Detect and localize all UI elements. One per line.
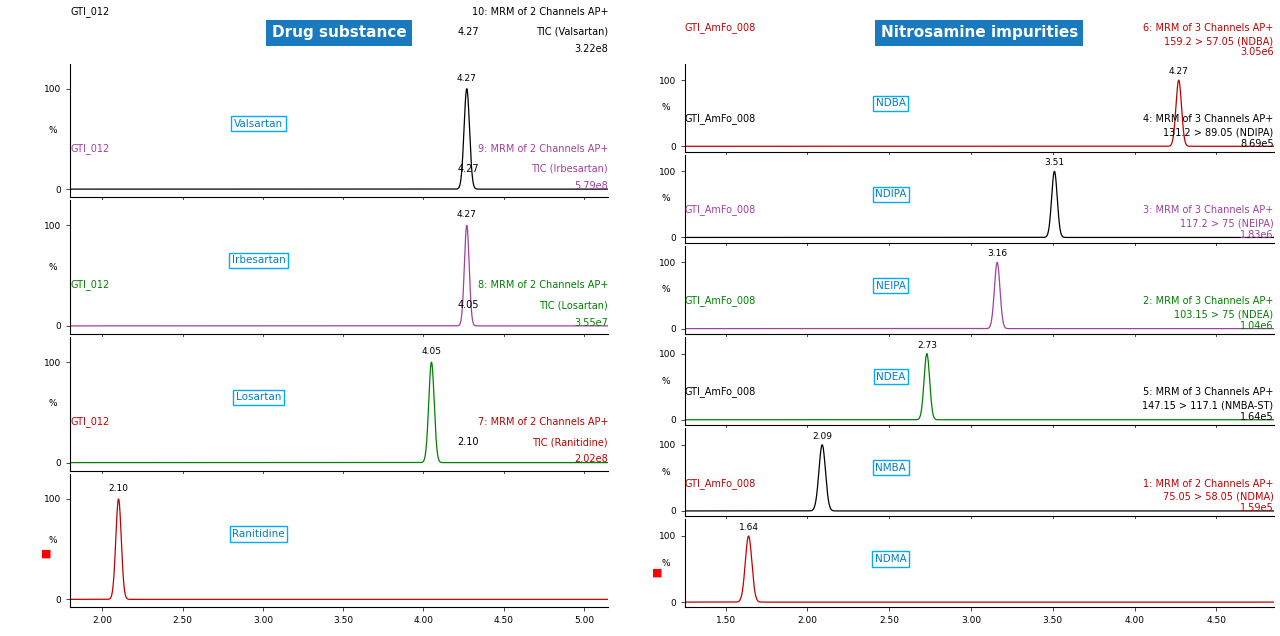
Text: 10: MRM of 2 Channels AP+: 10: MRM of 2 Channels AP+ — [471, 7, 608, 17]
Text: %: % — [49, 536, 58, 545]
Text: 4.27: 4.27 — [457, 211, 476, 219]
Text: %: % — [662, 103, 671, 112]
Text: %: % — [662, 559, 671, 568]
Text: %: % — [662, 467, 671, 477]
Text: NDIPA: NDIPA — [876, 190, 906, 199]
Text: 2.10: 2.10 — [457, 437, 479, 447]
Text: 1.64e5: 1.64e5 — [1240, 412, 1274, 422]
Text: TIC (Irbesartan): TIC (Irbesartan) — [531, 163, 608, 174]
Text: TIC (Valsartan): TIC (Valsartan) — [536, 27, 608, 37]
Text: 1.04e6: 1.04e6 — [1240, 321, 1274, 331]
Text: GTI_012: GTI_012 — [70, 142, 110, 154]
Text: 2.10: 2.10 — [109, 484, 128, 493]
Text: GTI_AmFo_008: GTI_AmFo_008 — [685, 22, 756, 33]
Text: Nitrosamine impurities: Nitrosamine impurities — [881, 25, 1078, 41]
Text: 147.15 > 117.1 (NMBA-ST): 147.15 > 117.1 (NMBA-ST) — [1143, 401, 1274, 411]
Text: GTI_AmFo_008: GTI_AmFo_008 — [685, 113, 756, 124]
Text: 131.2 > 89.05 (NDIPA): 131.2 > 89.05 (NDIPA) — [1164, 127, 1274, 137]
Text: 3.05e6: 3.05e6 — [1240, 48, 1274, 57]
Text: 75.05 > 58.05 (NDMA): 75.05 > 58.05 (NDMA) — [1162, 492, 1274, 502]
Text: 117.2 > 75 (NEIPA): 117.2 > 75 (NEIPA) — [1180, 218, 1274, 228]
Text: 5: MRM of 3 Channels AP+: 5: MRM of 3 Channels AP+ — [1143, 387, 1274, 398]
Text: 4.27: 4.27 — [457, 74, 476, 83]
Text: GTI_AmFo_008: GTI_AmFo_008 — [685, 295, 756, 307]
Text: 4.27: 4.27 — [1169, 67, 1189, 76]
Text: 3.55e7: 3.55e7 — [575, 318, 608, 328]
Text: 2.02e8: 2.02e8 — [575, 455, 608, 464]
Text: 7: MRM of 2 Channels AP+: 7: MRM of 2 Channels AP+ — [477, 417, 608, 427]
Text: ■: ■ — [41, 549, 51, 559]
Text: Ranitidine: Ranitidine — [232, 529, 285, 539]
Text: 6: MRM of 3 Channels AP+: 6: MRM of 3 Channels AP+ — [1143, 23, 1274, 33]
Text: GTI_012: GTI_012 — [70, 416, 110, 427]
Text: %: % — [662, 286, 671, 294]
Text: GTI_012: GTI_012 — [70, 279, 110, 290]
Text: 3.16: 3.16 — [987, 249, 1007, 258]
Text: 1: MRM of 2 Channels AP+: 1: MRM of 2 Channels AP+ — [1143, 479, 1274, 488]
Text: TIC (Ranitidine): TIC (Ranitidine) — [532, 437, 608, 447]
Text: Irbesartan: Irbesartan — [232, 256, 285, 265]
Text: 2: MRM of 3 Channels AP+: 2: MRM of 3 Channels AP+ — [1143, 296, 1274, 307]
Text: NDEA: NDEA — [877, 371, 905, 382]
Text: %: % — [662, 377, 671, 385]
Text: 2.73: 2.73 — [916, 341, 937, 350]
Text: 159.2 > 57.05 (NDBA): 159.2 > 57.05 (NDBA) — [1165, 36, 1274, 46]
Text: 4: MRM of 3 Channels AP+: 4: MRM of 3 Channels AP+ — [1143, 114, 1274, 124]
Text: NDMA: NDMA — [876, 554, 906, 564]
Text: ■: ■ — [653, 567, 663, 577]
Text: %: % — [49, 399, 58, 408]
Text: NEIPA: NEIPA — [876, 280, 906, 291]
Text: GTI_012: GTI_012 — [70, 6, 110, 17]
Text: 1.59e5: 1.59e5 — [1240, 503, 1274, 513]
Text: TIC (Losartan): TIC (Losartan) — [539, 300, 608, 310]
Text: %: % — [49, 263, 58, 272]
Text: 1.83e6: 1.83e6 — [1240, 230, 1274, 240]
Text: 3.22e8: 3.22e8 — [575, 45, 608, 54]
Text: Valsartan: Valsartan — [234, 119, 283, 128]
Text: Losartan: Losartan — [236, 392, 282, 402]
Text: 4.05: 4.05 — [457, 300, 479, 310]
Text: Drug substance: Drug substance — [271, 25, 407, 41]
Text: GTI_AmFo_008: GTI_AmFo_008 — [685, 387, 756, 398]
Text: NDBA: NDBA — [876, 98, 906, 108]
Text: 4.27: 4.27 — [457, 163, 479, 174]
Text: 2.09: 2.09 — [813, 432, 832, 441]
Text: %: % — [662, 194, 671, 204]
Text: 5.79e8: 5.79e8 — [575, 181, 608, 191]
Text: GTI_AmFo_008: GTI_AmFo_008 — [685, 204, 756, 215]
Text: 4.05: 4.05 — [421, 347, 442, 356]
Text: 3.51: 3.51 — [1044, 158, 1065, 167]
Text: 8: MRM of 2 Channels AP+: 8: MRM of 2 Channels AP+ — [477, 280, 608, 290]
Text: %: % — [49, 126, 58, 135]
Text: 8.69e5: 8.69e5 — [1240, 139, 1274, 149]
Text: 9: MRM of 2 Channels AP+: 9: MRM of 2 Channels AP+ — [477, 144, 608, 154]
Text: 4.27: 4.27 — [457, 27, 479, 37]
Text: GTI_AmFo_008: GTI_AmFo_008 — [685, 478, 756, 488]
Text: 1.64: 1.64 — [739, 523, 759, 532]
Text: 103.15 > 75 (NDEA): 103.15 > 75 (NDEA) — [1175, 310, 1274, 319]
Text: 3: MRM of 3 Channels AP+: 3: MRM of 3 Channels AP+ — [1143, 205, 1274, 215]
Text: NMBA: NMBA — [876, 463, 906, 473]
